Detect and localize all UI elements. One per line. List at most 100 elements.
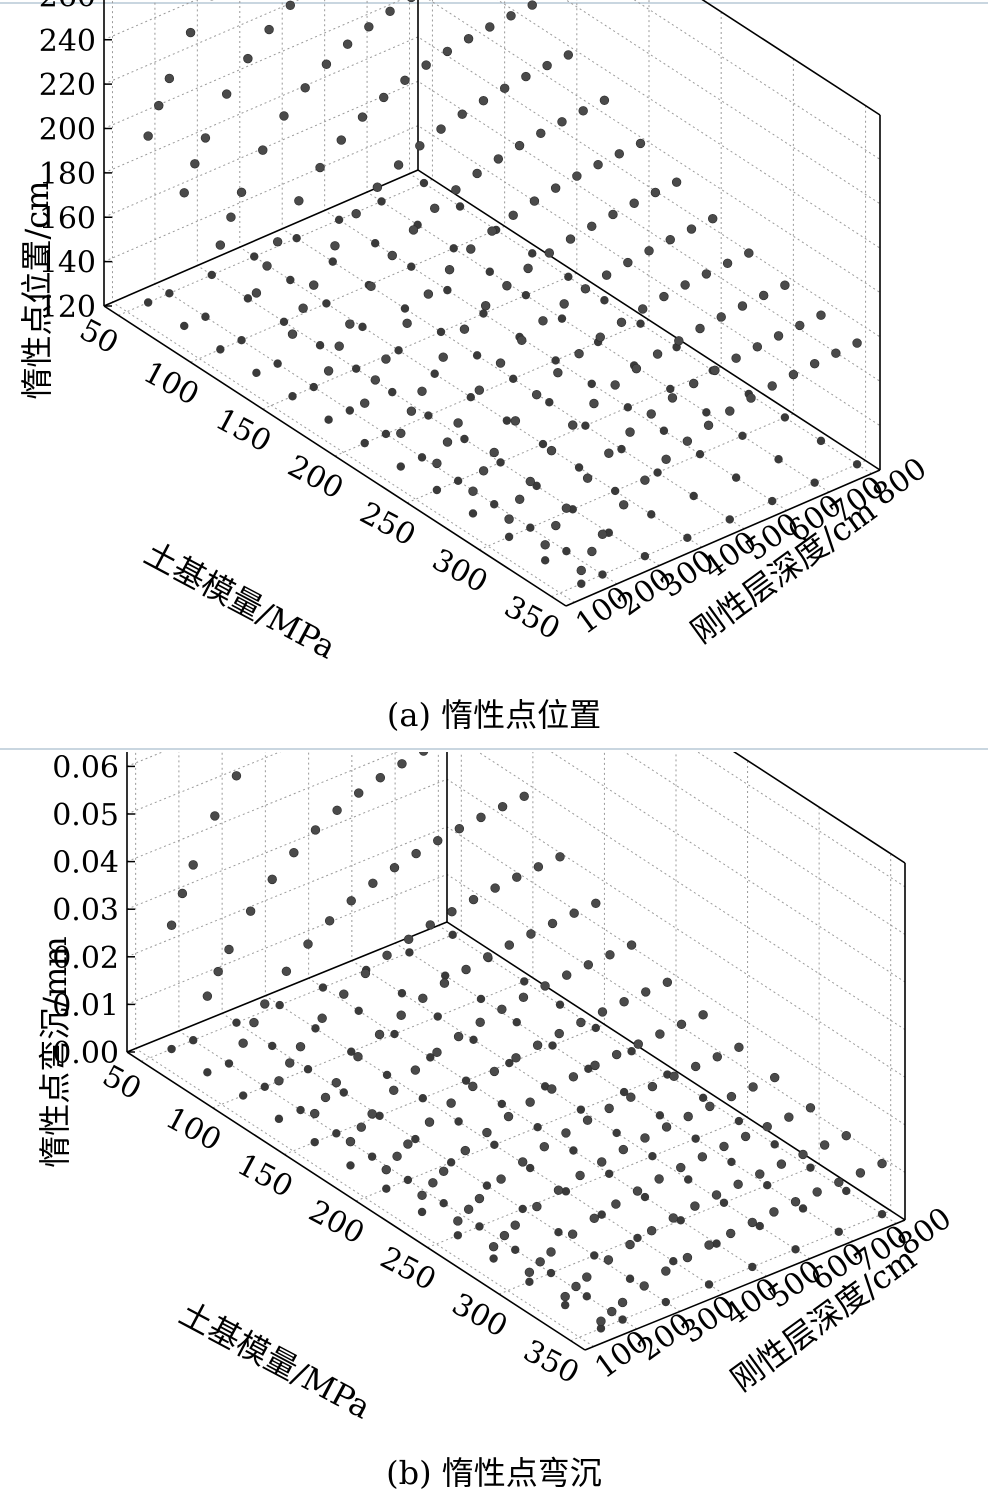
floor-point [238, 1091, 248, 1100]
data-point [497, 1004, 507, 1015]
data-point [490, 883, 500, 893]
floor-point [397, 989, 407, 998]
data-point [690, 1201, 700, 1211]
floor-point [816, 436, 826, 446]
data-point [476, 812, 486, 823]
floor-point [407, 262, 416, 271]
floor-point [446, 1158, 456, 1167]
data-point [748, 1082, 758, 1092]
data-point [644, 246, 654, 256]
data-point [459, 324, 470, 334]
data-point [680, 280, 690, 290]
caption-a: (a) 惰性点位置 [386, 696, 602, 734]
data-point [708, 214, 718, 224]
top-right-edge [732, 752, 906, 864]
data-point [557, 117, 567, 127]
z-gridline [126, 826, 906, 1126]
data-point [769, 1072, 780, 1083]
data-point [731, 353, 741, 363]
data-point [511, 1053, 521, 1063]
data-point [264, 24, 274, 35]
data-point [495, 358, 506, 368]
floor-point [525, 1277, 534, 1287]
floor-point [243, 294, 253, 303]
data-point [668, 1213, 678, 1223]
floor-point [201, 312, 210, 321]
x-tick-label: 150 [210, 402, 277, 460]
x-tick-label: 200 [282, 449, 349, 507]
floor-point [347, 1047, 356, 1056]
data-point [502, 281, 512, 291]
floor-point [532, 481, 541, 491]
data-point [334, 341, 344, 351]
floor-point [466, 392, 475, 402]
data-point [415, 141, 425, 151]
floor-point [332, 1129, 341, 1138]
z-tick-label: 0.02 [52, 941, 119, 976]
data-point [568, 420, 578, 430]
floor-point [167, 1044, 176, 1054]
data-point [618, 1144, 629, 1155]
z-tick-label: 180 [39, 157, 96, 192]
floor-point [334, 215, 344, 225]
x-axis-line [126, 1051, 586, 1351]
floor-point [345, 406, 355, 415]
floor-point [768, 496, 777, 506]
data-point [536, 128, 546, 139]
data-point [551, 520, 561, 531]
data-point [538, 316, 548, 326]
floor-point [770, 1140, 779, 1149]
data-point [546, 445, 557, 456]
z-tick-label: 0.01 [52, 988, 119, 1023]
floor-point [417, 1207, 427, 1217]
data-point [202, 991, 213, 1001]
floor-point [738, 431, 747, 441]
data-point [701, 269, 712, 279]
z-gridline [696, 752, 906, 888]
data-point [417, 1190, 427, 1201]
data-point [444, 264, 455, 275]
data-point [575, 1170, 585, 1181]
data-point [403, 1139, 413, 1149]
data-point [389, 862, 400, 873]
data-point [379, 92, 389, 103]
floor-point [659, 426, 669, 435]
data-point [819, 1140, 830, 1150]
data-point [595, 332, 605, 342]
floor-point [545, 398, 554, 407]
y-gridline [366, 0, 830, 493]
data-point [260, 999, 270, 1009]
floor-point [774, 455, 783, 464]
floor-point [521, 290, 531, 300]
floor-point [798, 1204, 808, 1213]
x-axis-line [103, 305, 567, 607]
floor-back-left-edge [126, 921, 448, 1053]
floor-point [273, 359, 282, 368]
data-point [510, 1220, 520, 1230]
data-point [790, 1197, 801, 1207]
y-axis-line [584, 1219, 906, 1351]
data-point [403, 934, 414, 945]
floor-point [702, 408, 711, 417]
data-point [315, 162, 325, 173]
data-point [330, 241, 340, 251]
z-gridline [126, 752, 906, 935]
data-point [289, 847, 299, 858]
floor-point [454, 1117, 463, 1126]
data-point [190, 159, 200, 169]
data-point [417, 386, 427, 396]
data-point [553, 367, 563, 378]
floor-point [852, 460, 862, 469]
x-tick-label: 150 [231, 1147, 298, 1205]
data-point [432, 458, 442, 469]
data-point [758, 290, 769, 301]
floor-point [292, 233, 301, 243]
floor-point [324, 415, 333, 424]
data-point [400, 75, 410, 86]
floor-point [274, 1114, 284, 1124]
data-point [451, 185, 461, 195]
x-gridline [141, 752, 462, 1062]
floor-point [525, 1163, 535, 1173]
data-point [597, 1157, 607, 1167]
floor-point [322, 299, 331, 308]
